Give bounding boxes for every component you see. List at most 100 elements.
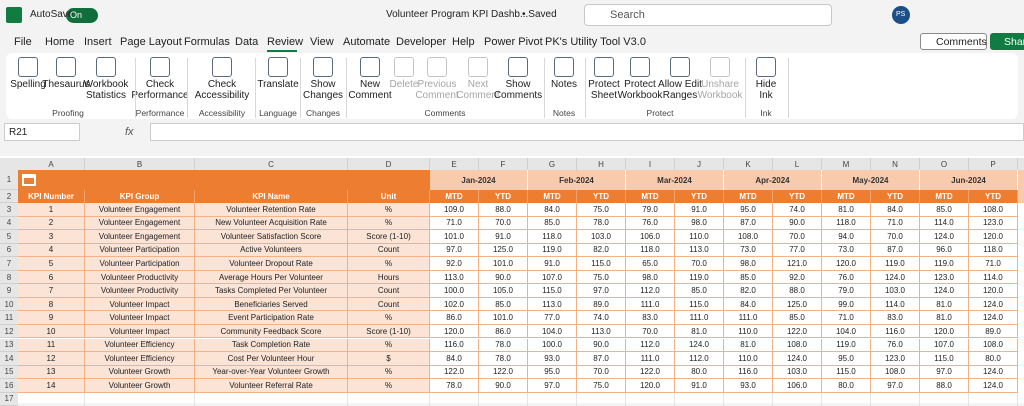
table-cell: Community Feedback Score	[195, 324, 348, 339]
ribbon-button[interactable]: Check Performance	[131, 79, 189, 101]
table-cell: Volunteer Engagement	[85, 216, 195, 231]
table-cell: 112.0	[675, 352, 724, 366]
menu-tab[interactable]: Data	[235, 36, 259, 48]
ribbon-button[interactable]: Delete	[389, 79, 419, 90]
table-cell: 124.0	[773, 352, 822, 366]
ribbon-button[interactable]: Previous Comment	[415, 79, 459, 101]
table-cell: Count	[348, 284, 430, 298]
sub-header: MTD	[430, 190, 479, 203]
formula-input[interactable]	[150, 123, 1024, 141]
ribbon-button[interactable]: Workbook Statistics	[83, 79, 129, 101]
column-title: KPI Group	[85, 190, 195, 203]
ribbon-separator	[745, 58, 746, 118]
menu-tab[interactable]: View	[310, 36, 334, 48]
ribbon-icon	[554, 57, 574, 77]
avatar[interactable]	[892, 6, 910, 24]
table-cell: 88.0	[479, 203, 528, 217]
table-cell: 12	[18, 352, 85, 366]
share-button[interactable]	[990, 33, 1024, 50]
ribbon-group-label: Ink	[760, 108, 772, 118]
ribbon-button[interactable]: New Comment	[348, 79, 392, 101]
table-cell: Volunteer Impact	[85, 324, 195, 339]
table-cell: 115.0	[822, 365, 871, 380]
table-cell: Score (1-10)	[348, 324, 430, 339]
column-header	[1018, 158, 1024, 170]
ribbon-button[interactable]: Spelling	[10, 79, 46, 90]
menu-tab[interactable]: PK's Utility Tool V3.0	[545, 36, 646, 48]
menu-tab[interactable]: Developer	[396, 36, 447, 48]
column-header: N	[871, 158, 920, 170]
search-box[interactable]	[584, 4, 832, 26]
menu-tab[interactable]: Insert	[84, 36, 112, 48]
menu-tab[interactable]: Automate	[343, 36, 391, 48]
table-cell: 124.0	[920, 284, 969, 298]
table-cell: 2	[18, 216, 85, 231]
table-cell: 13	[18, 365, 85, 380]
table-cell: 94.0	[822, 230, 871, 244]
table-cell: 97.0	[920, 365, 969, 380]
ribbon-button[interactable]: Show Changes	[302, 79, 344, 101]
table-cell: 85.0	[724, 270, 773, 285]
menu-tab[interactable]: Help	[452, 36, 475, 48]
ribbon-icon	[756, 57, 776, 77]
table-cell: 91.0	[528, 257, 577, 271]
table-cell: 108.0	[969, 338, 1018, 353]
table-cell: 119.0	[675, 270, 724, 285]
table-cell: 112.0	[626, 338, 675, 353]
table-cell: 79.0	[626, 203, 675, 217]
table-cell: 80.0	[969, 352, 1018, 366]
comments-button[interactable]	[920, 33, 987, 50]
autosave-toggle[interactable]	[66, 8, 98, 23]
table-cell: Volunteer Impact	[85, 297, 195, 312]
column-header: O	[920, 158, 969, 170]
empty-cell	[822, 392, 871, 406]
table-cell: 71.0	[871, 216, 920, 231]
ribbon-button[interactable]: Notes	[550, 79, 578, 90]
table-cell: Volunteer Retention Rate	[195, 203, 348, 217]
row-header: 11	[0, 311, 18, 325]
table-cell: 77.0	[773, 243, 822, 258]
table-cell: 110.0	[724, 324, 773, 339]
menu-tab[interactable]: Formulas	[184, 36, 230, 48]
menu-tab[interactable]: Page Layout	[120, 36, 182, 48]
table-cell: 123.0	[969, 216, 1018, 231]
ribbon-button[interactable]: Allow Edit Ranges	[658, 79, 702, 101]
menu-tab[interactable]: Power Pivot	[484, 36, 543, 48]
table-cell: 111.0	[675, 311, 724, 325]
menu-tab[interactable]: Review	[267, 36, 304, 48]
table-cell: 97.0	[577, 284, 626, 298]
ribbon-icon	[18, 57, 38, 77]
table-cell: 124.0	[675, 338, 724, 353]
empty-cell	[528, 392, 577, 406]
ribbon-button[interactable]: Thesaurus	[42, 79, 90, 90]
menu-tab[interactable]: Home	[45, 36, 75, 48]
menu-tab[interactable]: File	[14, 36, 32, 48]
table-cell: 122.0	[479, 365, 528, 380]
ribbon-button[interactable]: Next Comment	[456, 79, 500, 101]
table-cell: 116.0	[430, 338, 479, 353]
row-header: 16	[0, 379, 18, 393]
table-cell: 78.0	[479, 352, 528, 366]
table-cell: 112.0	[626, 284, 675, 298]
ribbon-button[interactable]: Hide Ink	[755, 79, 777, 101]
table-cell: 75.0	[577, 203, 626, 217]
header-band	[1018, 170, 1024, 203]
table-cell: 111.0	[626, 352, 675, 366]
ribbon-button[interactable]: Unshare Workbook	[697, 79, 743, 101]
table-cell: 5	[18, 257, 85, 271]
table-cell: 3	[18, 230, 85, 244]
ribbon-button[interactable]: Translate	[257, 79, 299, 90]
table-cell: 92.0	[773, 270, 822, 285]
ribbon-button[interactable]: Protect Sheet	[588, 79, 620, 101]
ribbon-button[interactable]: Protect Workbook	[617, 79, 663, 101]
column-title: KPI Name	[195, 190, 348, 203]
table-cell: 91.0	[675, 379, 724, 393]
ribbon-button[interactable]: Check Accessibility	[194, 79, 250, 101]
table-cell: 85.0	[479, 297, 528, 312]
empty-cell	[348, 392, 430, 406]
name-box[interactable]	[4, 123, 80, 141]
table-cell: 122.0	[430, 365, 479, 380]
ribbon-button[interactable]: Show Comments	[493, 79, 543, 101]
table-cell: 93.0	[528, 352, 577, 366]
table-cell: 87.0	[724, 216, 773, 231]
